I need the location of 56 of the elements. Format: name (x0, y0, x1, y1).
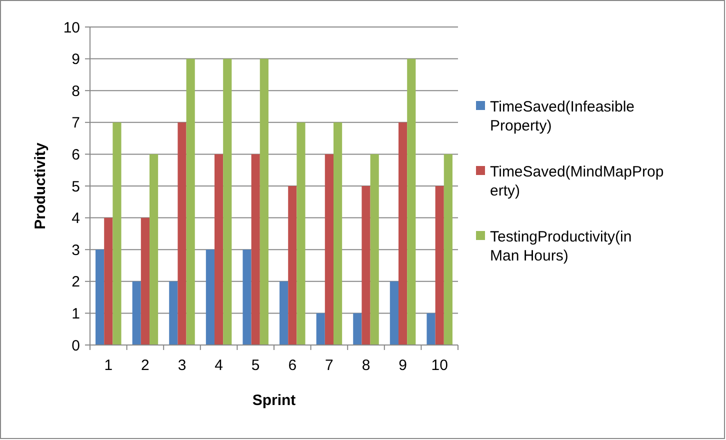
bar (96, 250, 104, 345)
x-tick-label: 7 (325, 357, 334, 374)
x-tick-label: 3 (178, 357, 186, 374)
bar (398, 122, 408, 345)
y-tick-label: 6 (72, 146, 80, 164)
y-axis-title: Productivity (32, 142, 49, 230)
bar (260, 58, 268, 345)
bar (444, 154, 452, 345)
x-tick-label: 1 (104, 357, 113, 374)
x-tick-label: 10 (431, 357, 448, 374)
bar (280, 281, 288, 345)
y-tick-label: 0 (72, 337, 80, 354)
y-tick-label: 9 (72, 51, 80, 68)
y-tick-label: 4 (72, 210, 80, 228)
x-tick-label: 2 (141, 357, 150, 374)
bar (324, 154, 334, 345)
bar (242, 250, 252, 345)
bar (370, 154, 379, 345)
bar (206, 250, 215, 345)
bar (435, 186, 444, 345)
legend-label: TimeSaved(Infeasible Property) (490, 98, 635, 134)
y-tick-label: 1 (72, 305, 80, 322)
bar (132, 281, 141, 345)
bar (426, 313, 436, 345)
bar (407, 58, 416, 345)
x-axis-title: Sprint (252, 392, 296, 409)
y-tick-label: 10 (63, 19, 80, 36)
y-tick-label: 2 (72, 274, 80, 291)
x-tick-label: 4 (214, 357, 223, 374)
legend-label: TimeSaved(MindMapProperty) (490, 163, 664, 200)
bar (362, 186, 370, 345)
bar (104, 218, 113, 345)
bar (333, 122, 342, 345)
y-tick-label: 7 (72, 114, 80, 132)
y-tick-label: 8 (72, 82, 80, 100)
x-tick-label: 5 (251, 357, 260, 374)
x-tick-label: 8 (362, 357, 370, 374)
y-tick-label: 5 (72, 178, 80, 196)
bar (296, 122, 306, 345)
bar (353, 313, 362, 345)
bar (214, 154, 224, 345)
bar (140, 218, 150, 345)
bar (178, 122, 186, 345)
bar (251, 154, 260, 345)
bar (169, 281, 178, 345)
bar (316, 313, 325, 345)
bar (186, 58, 195, 345)
bar (149, 154, 158, 345)
bar (223, 58, 232, 345)
y-tick-label: 3 (72, 242, 80, 259)
bar (288, 186, 297, 345)
x-tick-label: 6 (288, 357, 297, 374)
bar (390, 281, 399, 345)
x-tick-label: 9 (398, 357, 407, 374)
bar (112, 122, 122, 345)
legend-label: TestingProductivity(in Man Hours) (490, 228, 632, 264)
